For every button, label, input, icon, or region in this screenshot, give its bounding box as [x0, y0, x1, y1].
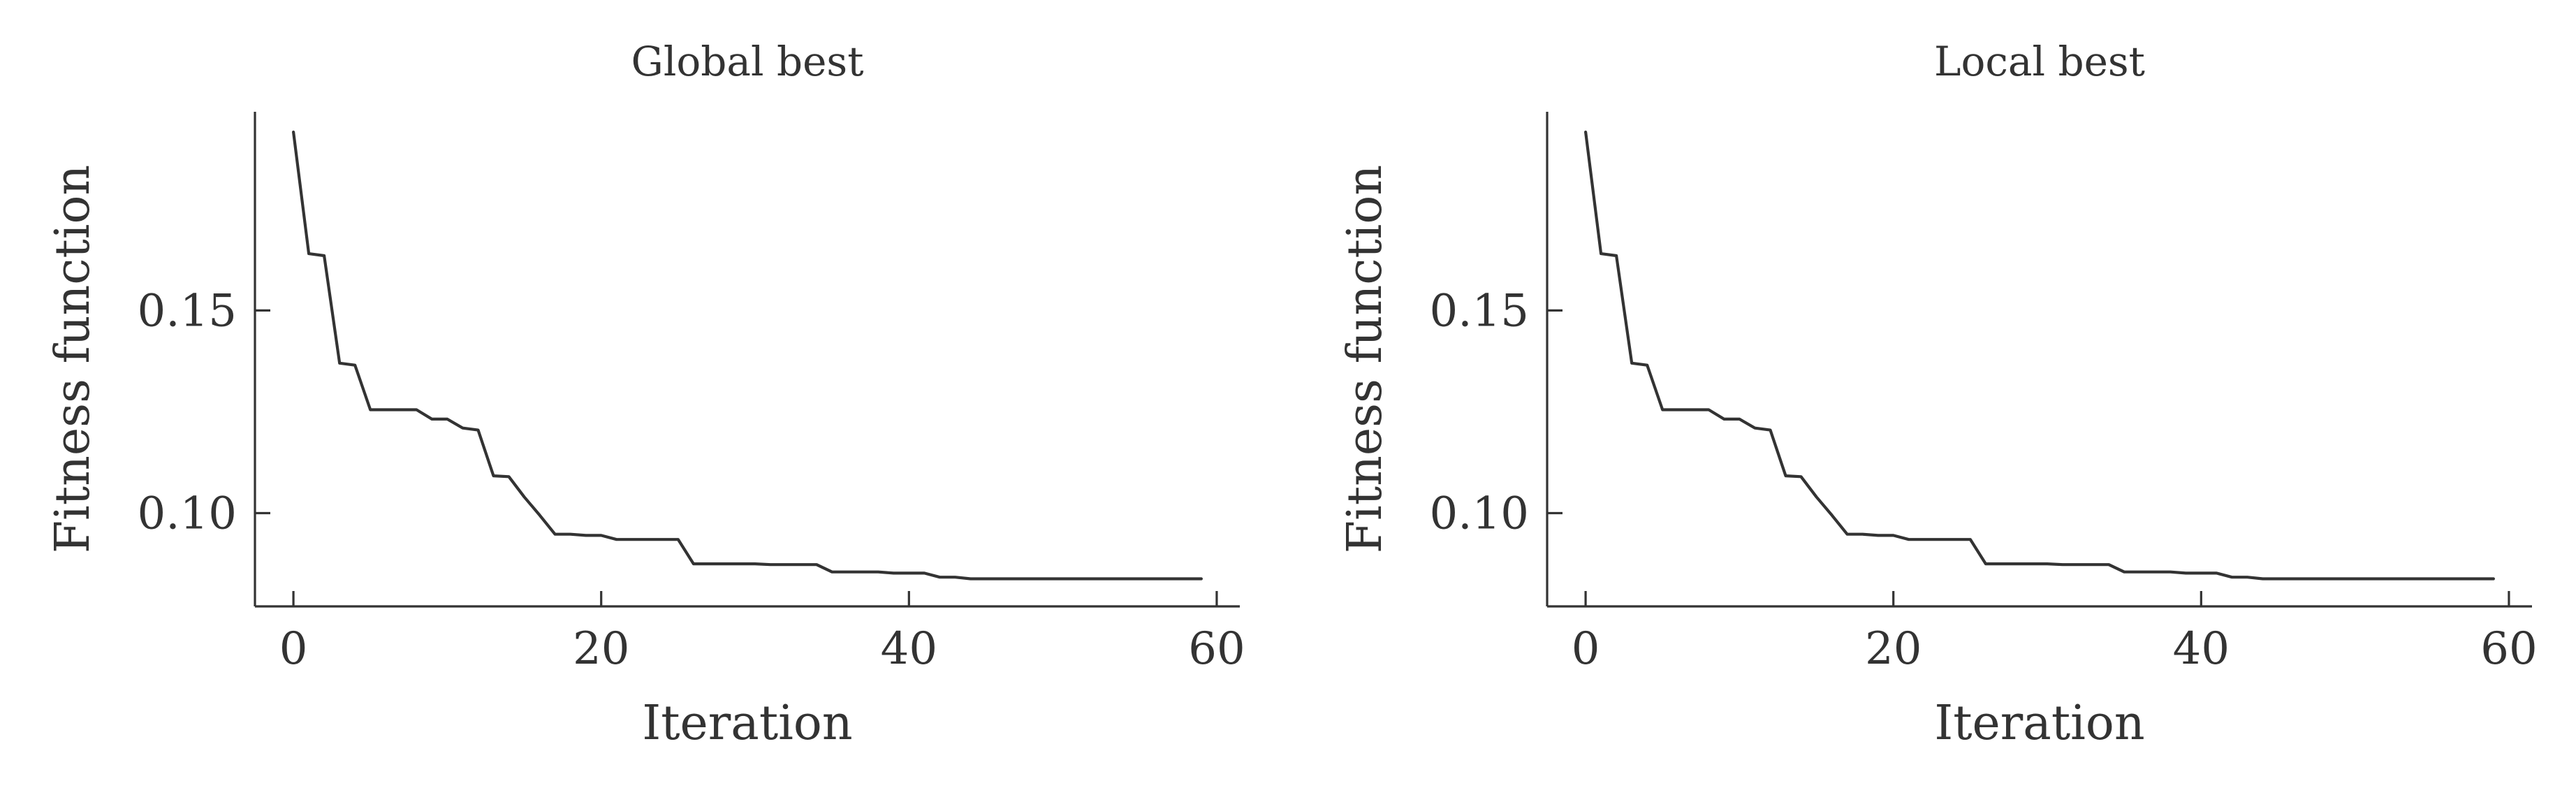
data-point	[1908, 539, 1909, 540]
x-tick-label: 0	[1572, 623, 1600, 675]
data-point	[955, 577, 956, 578]
data-point	[801, 564, 802, 565]
data-point	[508, 476, 509, 477]
data-point	[2339, 578, 2340, 579]
data-points-local-best	[1586, 132, 2494, 580]
data-point	[1739, 418, 1740, 419]
data-point	[2124, 571, 2125, 572]
data-point	[1047, 578, 1048, 579]
data-point	[1108, 578, 1109, 579]
y-tick-label: 0.10	[138, 488, 237, 540]
data-point	[631, 539, 632, 540]
data-point	[1170, 578, 1171, 579]
data-point	[2493, 578, 2494, 579]
x-tick-label: 40	[881, 623, 937, 675]
data-point	[2462, 578, 2463, 579]
data-point	[2370, 578, 2371, 579]
x-axis-label: Iteration	[642, 696, 852, 751]
panel-global-best: Global best 0 20 40 60 0.10 0.15 Iteration Fitne…	[45, 38, 1245, 751]
data-point	[2416, 578, 2417, 579]
data-point	[1062, 578, 1063, 579]
x-tick-label: 20	[573, 623, 629, 675]
data-points-global-best	[293, 132, 1202, 580]
data-point	[585, 535, 586, 536]
data-point	[1724, 418, 1725, 419]
data-point	[2385, 578, 2386, 579]
data-point	[401, 409, 402, 410]
data-point	[832, 571, 833, 572]
data-point	[2324, 578, 2325, 579]
data-point	[1831, 515, 1832, 516]
data-point	[1185, 578, 1186, 579]
data-point	[1954, 539, 1955, 540]
data-point	[1939, 539, 1940, 540]
y-tick-label: 0.15	[138, 285, 237, 337]
data-point	[847, 571, 848, 572]
data-point	[2093, 564, 2094, 565]
data-point	[416, 409, 417, 410]
y-axis-label: Fitness function	[45, 165, 101, 553]
series-line-local-best	[1584, 130, 2495, 581]
data-point	[939, 577, 940, 578]
data-point	[1708, 409, 1709, 410]
data-point	[370, 409, 371, 410]
data-point	[2216, 573, 2217, 574]
data-point	[1124, 578, 1125, 579]
data-point	[2262, 578, 2263, 579]
data-point	[2247, 577, 2248, 578]
y-tick-label: 0.15	[1430, 285, 1530, 337]
data-point	[2078, 564, 2079, 565]
data-point	[2293, 578, 2294, 579]
x-tick-label: 20	[1865, 623, 1922, 675]
data-point	[2155, 571, 2156, 572]
data-point	[539, 515, 540, 516]
data-point	[1662, 409, 1663, 410]
chart-title-local-best: Local best	[1934, 38, 2145, 85]
y-axis-label: Fitness function	[1338, 165, 1393, 553]
data-point	[1001, 578, 1002, 579]
data-point	[770, 564, 771, 565]
data-point	[2431, 578, 2432, 579]
data-point	[1139, 578, 1140, 579]
data-point	[616, 539, 617, 540]
data-point	[1893, 535, 1894, 536]
data-point	[893, 573, 894, 574]
x-axis-label: Iteration	[1934, 696, 2144, 751]
chart-title-global-best: Global best	[631, 38, 863, 85]
x-tick-label: 60	[1188, 623, 1245, 675]
panel-local-best: Local best 0 20 40 60 0.10 0.15 Iteration Fitnes…	[1338, 38, 2538, 751]
data-point	[924, 573, 925, 574]
data-point	[1693, 409, 1694, 410]
data-point	[2201, 573, 2202, 574]
x-tick-label: 40	[2173, 623, 2230, 675]
series-line-global-best	[292, 130, 1203, 581]
data-point	[878, 571, 879, 572]
data-point	[662, 539, 663, 540]
data-point	[970, 578, 971, 579]
x-tick-label: 0	[279, 623, 308, 675]
data-point	[1016, 578, 1017, 579]
data-point	[2139, 571, 2140, 572]
data-point	[1093, 578, 1094, 579]
data-point	[293, 132, 294, 133]
data-point	[2170, 571, 2171, 572]
y-tick-label: 0.10	[1430, 488, 1530, 540]
data-point	[2308, 578, 2309, 579]
x-tick-label: 60	[2480, 623, 2537, 675]
data-point	[447, 418, 448, 419]
